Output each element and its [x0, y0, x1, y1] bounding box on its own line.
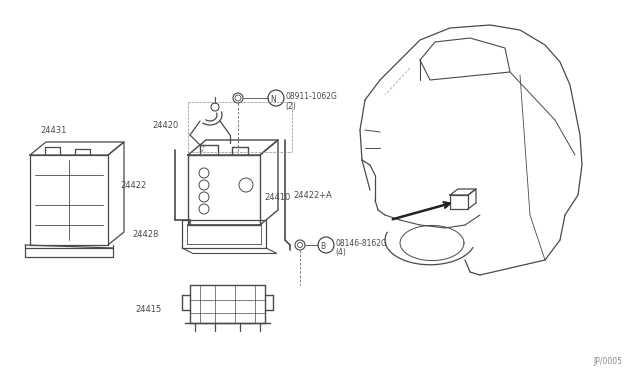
Bar: [30, 155, 108, 245]
Text: 24422: 24422: [120, 180, 147, 189]
Text: 24431: 24431: [40, 125, 67, 135]
Text: 24410: 24410: [264, 192, 291, 202]
Text: N: N: [270, 94, 276, 103]
Text: 24422+A: 24422+A: [293, 190, 332, 199]
Text: JP/0005: JP/0005: [593, 357, 622, 366]
Bar: [450, 195, 468, 209]
Text: 24420: 24420: [152, 121, 179, 129]
Text: 24415: 24415: [135, 305, 161, 314]
Bar: [188, 155, 260, 225]
Text: (2): (2): [285, 102, 296, 110]
Text: (4): (4): [335, 248, 346, 257]
Text: 24428: 24428: [132, 230, 158, 238]
Text: 08146-8162G: 08146-8162G: [335, 238, 387, 247]
Text: 08911-1062G: 08911-1062G: [285, 92, 337, 100]
Text: B: B: [321, 241, 326, 250]
